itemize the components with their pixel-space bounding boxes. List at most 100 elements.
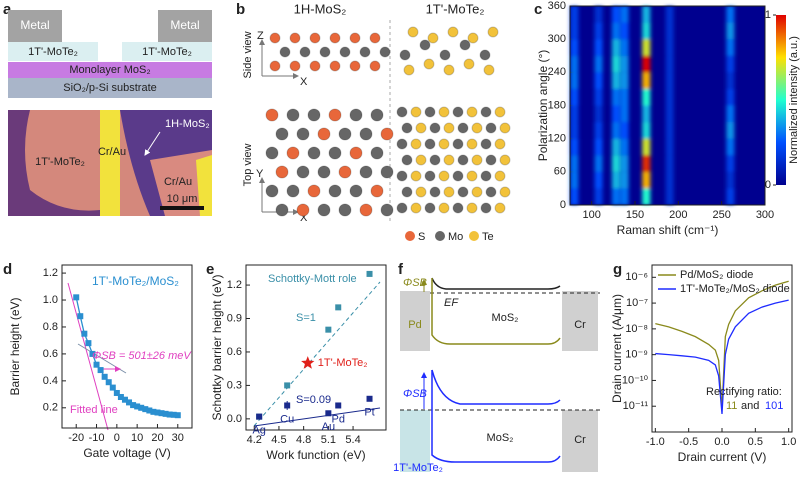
x-tick-label: 20 <box>151 432 163 444</box>
y-tick-label: 1.2 <box>43 267 58 279</box>
y-tick-label: 300 <box>548 33 566 45</box>
atom <box>296 203 310 217</box>
atom <box>319 46 331 58</box>
atom <box>410 170 422 182</box>
x-tick-label: 30 <box>172 432 184 444</box>
heatmap-cell <box>611 122 620 139</box>
heatmap-cell <box>726 6 735 23</box>
heatmap-cell <box>594 88 603 106</box>
x-tick-label: 150 <box>626 209 644 221</box>
substrate-layer <box>8 78 212 98</box>
contact <box>562 291 598 351</box>
heatmap-cell <box>611 22 620 40</box>
atom <box>380 165 394 179</box>
y-axis-label: Polarization angle (°) <box>536 50 550 162</box>
colorbar <box>776 15 786 185</box>
atom <box>349 184 363 198</box>
data-point <box>366 270 373 277</box>
atom <box>396 170 408 182</box>
atom <box>289 32 301 44</box>
atom <box>396 106 408 118</box>
y-tick-label: 10⁻¹⁰ <box>622 374 649 386</box>
heatmap-cell <box>594 6 603 23</box>
valence-band <box>431 370 561 463</box>
atom <box>410 106 422 118</box>
data-point <box>105 379 112 386</box>
heatmap-cell <box>594 72 603 89</box>
atom <box>286 184 300 198</box>
scale-bar <box>160 206 204 210</box>
atom <box>279 46 291 58</box>
atom <box>494 138 506 150</box>
atom <box>439 49 451 61</box>
x-tick-label: 0.5 <box>748 436 763 448</box>
atom <box>443 64 455 76</box>
y-tick-label: 0.9 <box>227 312 242 324</box>
arrow <box>144 131 161 156</box>
heatmap-cell <box>594 122 603 139</box>
heatmap-cell <box>570 39 579 56</box>
data-point <box>81 330 88 337</box>
atom <box>443 186 455 198</box>
data-point <box>174 412 181 419</box>
heatmap-cell <box>611 105 620 123</box>
atom <box>370 146 384 160</box>
heatmap-cell <box>642 105 651 123</box>
data-point <box>89 350 96 357</box>
heatmap-cell <box>726 105 735 123</box>
plot-frame <box>245 264 387 431</box>
x-axis-label: Work function (eV) <box>266 448 365 462</box>
heatmap-cell <box>642 72 651 89</box>
atom <box>329 32 341 44</box>
heatmap-cell <box>620 22 629 40</box>
heatmap-cell <box>620 55 629 73</box>
heatmap-cell <box>665 138 674 156</box>
heatmap-cell <box>611 55 620 73</box>
series-label: Schottky-Mott role <box>268 273 357 285</box>
atom <box>369 32 381 44</box>
legend-label: 1T'-MoTe₂/MoS₂ diode <box>680 283 790 295</box>
heatmap-cell <box>611 155 620 172</box>
panel-label: f <box>398 261 404 278</box>
atom <box>419 39 431 51</box>
axis-label: X <box>300 76 308 88</box>
heatmap-cell <box>665 188 674 205</box>
atom <box>370 108 384 122</box>
heatmap-cell <box>570 55 579 73</box>
legend-label: Mo <box>448 231 463 243</box>
atom <box>471 154 483 166</box>
atom <box>359 46 371 58</box>
atom <box>467 32 479 44</box>
panel-label: b <box>236 1 245 18</box>
series-label: 1T'-MoTe₂ <box>318 357 368 369</box>
layer-label: Metal <box>20 18 49 32</box>
y-tick-label: 1.2 <box>227 279 242 291</box>
data-point <box>162 410 169 417</box>
layer-label: Monolayer MoS₂ <box>69 64 150 76</box>
heatmap-cell <box>570 171 579 189</box>
atom <box>338 203 352 217</box>
heatmap-cell <box>611 171 620 189</box>
atom <box>499 186 511 198</box>
atom <box>457 186 469 198</box>
data-point <box>335 402 342 409</box>
data-point <box>77 313 84 320</box>
fermi-label: EF <box>444 297 459 309</box>
heatmap-cell <box>594 55 603 73</box>
heatmap-cell <box>642 155 651 172</box>
point-label: Cu <box>280 413 294 425</box>
heatmap-cell <box>620 6 629 23</box>
contact-label: Cr <box>574 319 586 331</box>
atom <box>457 122 469 134</box>
x-axis-label: Drain current (V) <box>678 450 767 464</box>
atom <box>459 39 471 51</box>
atom <box>328 146 342 160</box>
y-tick-label: 0.6 <box>227 346 242 358</box>
atom <box>480 106 492 118</box>
atom <box>438 170 450 182</box>
view-label: Side view <box>242 31 254 78</box>
mote2-layer <box>122 42 212 61</box>
data-point <box>158 410 165 417</box>
data-point <box>85 340 92 347</box>
